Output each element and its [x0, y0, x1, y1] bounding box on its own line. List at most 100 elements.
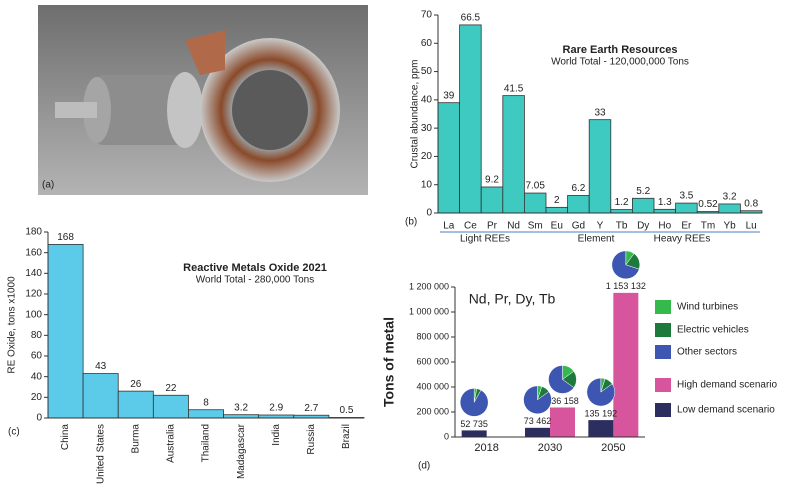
value-label: 73 462 [524, 416, 552, 426]
x-tick-label: Australia [166, 424, 177, 463]
value-label: 1 153 132 [606, 281, 646, 291]
y-axis-label: RE Oxide, tons x1000 [7, 276, 18, 374]
x-tick-label: India [271, 424, 282, 446]
y-tick-label: 60 [31, 351, 43, 362]
value-label: 0.8 [744, 198, 758, 209]
bar [545, 206, 569, 214]
group-label: Heavy REEs [654, 234, 711, 245]
value-label: 1.2 [615, 197, 629, 208]
x-tick-label: Russia [306, 424, 317, 455]
bar [588, 420, 614, 437]
y-tick-label: 800 000 [416, 331, 449, 341]
legend-label: Electric vehicles [677, 325, 749, 336]
y-tick-label: 120 [25, 289, 42, 300]
panel-label: (b) [405, 217, 417, 228]
x-tick-label: Brazil [341, 424, 352, 449]
x-tick-label: Madagascar [236, 423, 247, 479]
value-label: 3.5 [679, 191, 693, 202]
value-label: 0.52 [698, 199, 718, 210]
value-label: 3.2 [234, 402, 248, 413]
legend-swatch [655, 345, 671, 359]
x-axis-label: Element [578, 234, 615, 245]
pie-slice [459, 388, 489, 417]
x-tick-label: Ce [464, 221, 477, 232]
y-tick-label: 400 000 [416, 381, 449, 391]
legend-swatch [655, 300, 671, 314]
x-tick-label: Pr [487, 221, 498, 232]
bar [632, 197, 655, 214]
pie-slice [586, 377, 616, 407]
bar [525, 427, 550, 437]
bar [524, 192, 547, 214]
legend-swatch [655, 323, 671, 337]
x-tick-label: Eu [551, 221, 563, 232]
bar [152, 394, 189, 419]
y-axis-label: Tons of metal [381, 317, 397, 407]
value-label: 66.5 [461, 13, 481, 24]
bar [653, 208, 677, 214]
x-tick-label: Er [681, 221, 692, 232]
x-tick-label: 2018 [474, 442, 498, 454]
panel-label: (d) [418, 461, 430, 472]
x-tick-label: Thailand [201, 424, 212, 462]
bar [480, 186, 504, 214]
x-tick-label: Nd [507, 221, 520, 232]
value-label: 1.3 [658, 197, 672, 208]
chart-title: Rare Earth Resources [563, 44, 678, 56]
y-tick-label: 1 200 000 [409, 281, 449, 291]
bar [588, 119, 612, 214]
x-tick-label: Sm [528, 221, 543, 232]
y-tick-label: 10 [421, 179, 433, 190]
y-tick-label: 180 [25, 227, 42, 238]
x-tick-label: Y [597, 221, 604, 232]
value-label: 236 158 [546, 396, 579, 406]
y-tick-label: 30 [421, 123, 433, 134]
bar [459, 24, 482, 214]
x-tick-label: United States [95, 424, 106, 484]
y-tick-label: 40 [421, 94, 433, 105]
bar [610, 209, 633, 214]
value-label: 52 735 [460, 419, 488, 429]
y-tick-label: 1 000 000 [409, 306, 449, 316]
x-tick-label: La [443, 221, 455, 232]
value-label: 2.7 [304, 403, 318, 414]
y-axis-label: Crustal abundance, ppm [410, 60, 421, 169]
value-label: 33 [594, 107, 606, 118]
value-label: 22 [165, 383, 177, 394]
bar [47, 243, 84, 419]
x-tick-label: China [60, 424, 71, 451]
value-label: 0.5 [339, 405, 353, 416]
value-label: 6.2 [571, 183, 585, 194]
x-tick-label: Tb [616, 221, 628, 232]
bar [117, 390, 154, 419]
y-tick-label: 0 [444, 431, 449, 441]
legend-swatch [655, 378, 671, 392]
x-tick-label: Ho [658, 221, 671, 232]
legend-label: Low demand scenario [677, 405, 775, 416]
x-tick-label: 2050 [601, 442, 625, 454]
value-label: 43 [95, 361, 107, 372]
chart-subtitle: World Total - 280,000 Tons [196, 275, 314, 286]
y-tick-label: 140 [25, 268, 42, 279]
y-tick-label: 80 [31, 330, 43, 341]
bar [613, 292, 639, 437]
y-tick-label: 0 [426, 208, 432, 219]
bar [82, 373, 119, 419]
value-label: 26 [130, 379, 142, 390]
bar [718, 203, 741, 214]
y-tick-label: 20 [421, 151, 433, 162]
group-label: Light REEs [460, 234, 510, 245]
y-tick-label: 70 [421, 10, 433, 21]
value-label: 5.2 [636, 186, 650, 197]
value-label: 7.05 [525, 181, 545, 192]
legend-label: High demand scenario [677, 380, 777, 391]
chart-title: Nd, Pr, Dy, Tb [469, 291, 556, 307]
legend-label: Wind turbines [677, 302, 738, 313]
legend-swatch [655, 403, 671, 417]
bar [567, 195, 590, 214]
legend-label: Other sectors [677, 347, 737, 358]
y-tick-label: 40 [31, 371, 43, 382]
value-label: 168 [57, 232, 74, 243]
x-tick-label: Lu [746, 221, 757, 232]
